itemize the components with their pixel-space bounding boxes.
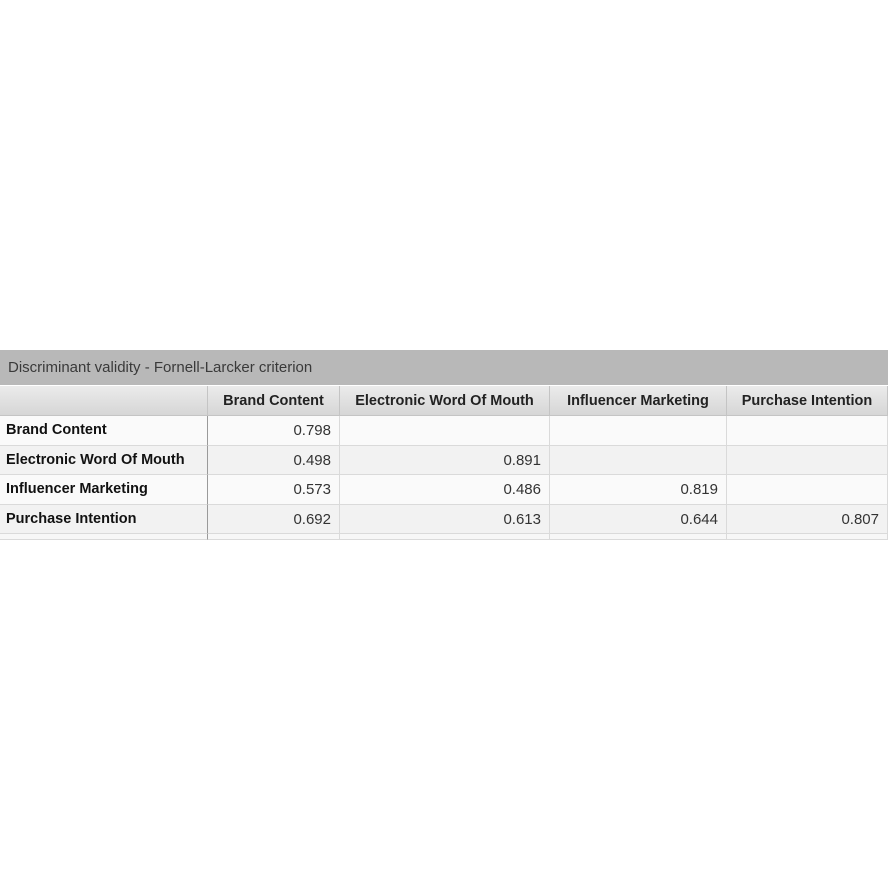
- header-corner: [0, 386, 208, 416]
- table-cell: [550, 445, 727, 475]
- column-header: Purchase Intention: [727, 386, 888, 416]
- cell-filler: [550, 534, 727, 540]
- cell-filler: [340, 534, 550, 540]
- table-cell: 0.486: [340, 475, 550, 505]
- table-cell: 0.819: [550, 475, 727, 505]
- table-cell: 0.613: [340, 504, 550, 534]
- table-cell: 0.573: [208, 475, 340, 505]
- table-cell: 0.498: [208, 445, 340, 475]
- table-cell: [727, 475, 888, 505]
- column-header: Influencer Marketing: [550, 386, 727, 416]
- cell-filler: [208, 534, 340, 540]
- table-cell: 0.891: [340, 445, 550, 475]
- row-header: Brand Content: [0, 416, 208, 446]
- table-cell: 0.807: [727, 504, 888, 534]
- table-cell: [727, 445, 888, 475]
- table-cell: 0.798: [208, 416, 340, 446]
- table-cell: [727, 416, 888, 446]
- column-header: Brand Content: [208, 386, 340, 416]
- panel-title: Discriminant validity - Fornell-Larcker …: [0, 350, 888, 385]
- table-cell: [340, 416, 550, 446]
- row-header: Influencer Marketing: [0, 475, 208, 505]
- table-cell: 0.692: [208, 504, 340, 534]
- table-cell: [550, 416, 727, 446]
- column-header: Electronic Word Of Mouth: [340, 386, 550, 416]
- table-cell: 0.644: [550, 504, 727, 534]
- row-filler: [0, 534, 208, 540]
- row-header: Purchase Intention: [0, 504, 208, 534]
- row-header: Electronic Word Of Mouth: [0, 445, 208, 475]
- cell-filler: [727, 534, 888, 540]
